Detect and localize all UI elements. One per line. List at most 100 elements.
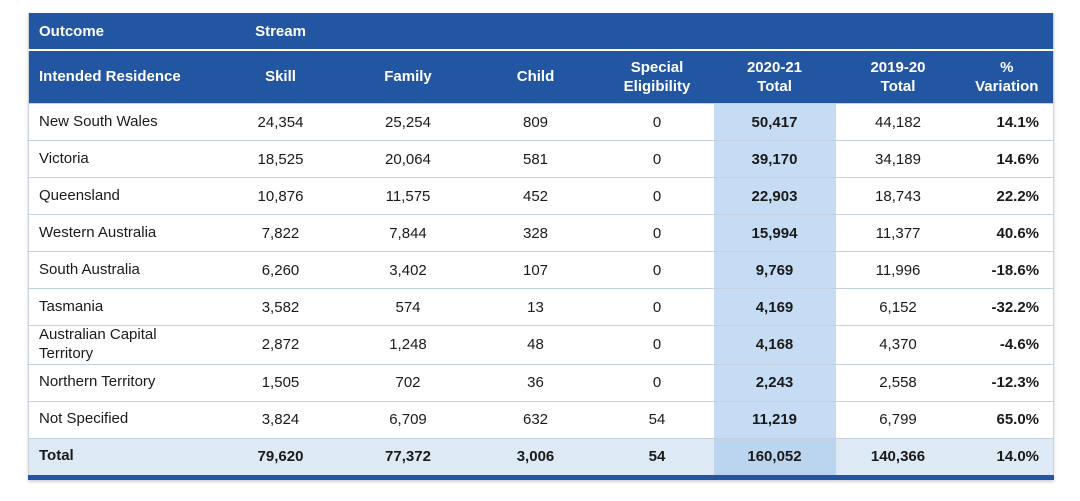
table-header: Outcome Stream Intended Residence Skill …: [28, 13, 1054, 104]
total-row: Total 79,620 77,372 3,006 54 160,052 140,366 14…: [28, 437, 1054, 477]
cell-total-2020-21: 15,994: [713, 214, 836, 252]
cell-variation: -12.3%: [960, 363, 1054, 401]
column-header-family: Family: [345, 50, 471, 104]
cell-total-2019-20: 6,152: [835, 288, 961, 326]
cell-name: Northern Territory: [28, 363, 216, 401]
cell-name: Victoria: [28, 140, 216, 178]
cell-variation: 40.6%: [960, 214, 1054, 252]
cell-special-eligibility: 0: [600, 214, 714, 252]
cell-special-eligibility: 0: [600, 288, 714, 326]
cell-special-eligibility: 0: [600, 103, 714, 141]
table-row: Victoria 18,525 20,064 581 0 39,170 34,189 14.6…: [28, 140, 1054, 178]
cell-name: South Australia: [28, 251, 216, 289]
column-header-row: Intended Residence Skill Family Child Sp…: [28, 50, 1054, 104]
cell-variation: 14.1%: [960, 103, 1054, 141]
cell-total-2020-21: 4,169: [713, 288, 836, 326]
cell-total-2019-20: 11,377: [835, 214, 961, 252]
cell-variation: 65.0%: [960, 400, 1054, 438]
cell-name: Western Australia: [28, 214, 216, 252]
cell-skill: 24,354: [215, 103, 346, 141]
cell-family: 574: [345, 288, 471, 326]
cell-name: Not Specified: [28, 400, 216, 438]
table-body: New South Wales 24,354 25,254 809 0 50,417 44,…: [28, 103, 1054, 477]
cell-total-2020-21: 50,417: [713, 103, 836, 141]
cell-total-2020-21: 22,903: [713, 177, 836, 215]
table-row: Northern Territory 1,505 702 36 0 2,243 2,558-…: [28, 363, 1054, 401]
table-row: Not Specified 3,824 6,709 632 54 11,219 6,799 6…: [28, 400, 1054, 438]
column-header-child: Child: [470, 50, 601, 104]
cell-variation: 14.6%: [960, 140, 1054, 178]
cell-family: 11,575: [345, 177, 471, 215]
cell-skill: 7,822: [215, 214, 346, 252]
cell-total-2019-20: 44,182: [835, 103, 961, 141]
cell-variation: 22.2%: [960, 177, 1054, 215]
migration-outcome-table: Outcome Stream Intended Residence Skill …: [28, 13, 1055, 480]
cell-family: 3,402: [345, 251, 471, 289]
cell-variation: -4.6%: [960, 325, 1054, 364]
cell-family: 77,372: [345, 437, 471, 477]
cell-skill: 3,824: [215, 400, 346, 438]
cell-family: 25,254: [345, 103, 471, 141]
table-row: South Australia 6,260 3,402 107 0 9,769 11,996…: [28, 251, 1054, 289]
cell-special-eligibility: 0: [600, 140, 714, 178]
cell-name: Tasmania: [28, 288, 216, 326]
column-header-2019-20-total: 2019-20 Total: [835, 50, 961, 104]
cell-special-eligibility: 0: [600, 177, 714, 215]
header-outcome: Outcome: [28, 13, 216, 51]
column-header-skill: Skill: [215, 50, 346, 104]
group-header-row: Outcome Stream: [28, 13, 1054, 51]
table-row: New South Wales 24,354 25,254 809 0 50,417 44,…: [28, 103, 1054, 141]
cell-child: 452: [470, 177, 601, 215]
cell-total-2019-20: 2,558: [835, 363, 961, 401]
cell-total-2020-21: 39,170: [713, 140, 836, 178]
cell-child: 3,006: [470, 437, 601, 477]
cell-skill: 3,582: [215, 288, 346, 326]
cell-family: 20,064: [345, 140, 471, 178]
column-header-special-eligibility: Special Eligibility: [600, 50, 714, 104]
cell-total-2019-20: 4,370: [835, 325, 961, 364]
cell-child: 809: [470, 103, 601, 141]
table-row: Western Australia 7,822 7,844 328 0 15,994 11,…: [28, 214, 1054, 252]
cell-variation: 14.0%: [960, 437, 1054, 477]
table-row: Australian Capital Territory 2,872 1,248 48…: [28, 325, 1054, 364]
cell-child: 632: [470, 400, 601, 438]
cell-special-eligibility: 54: [600, 400, 714, 438]
cell-special-eligibility: 54: [600, 437, 714, 477]
cell-child: 36: [470, 363, 601, 401]
cell-total-2020-21: 11,219: [713, 400, 836, 438]
cell-total-2020-21: 160,052: [713, 437, 836, 477]
header-stream: Stream: [215, 13, 346, 51]
cell-skill: 10,876: [215, 177, 346, 215]
cell-skill: 1,505: [215, 363, 346, 401]
table-row: Tasmania 3,582 574 13 0 4,169 6,152 -32.2%: [28, 288, 1054, 326]
cell-family: 1,248: [345, 325, 471, 364]
cell-skill: 18,525: [215, 140, 346, 178]
cell-total-2020-21: 4,168: [713, 325, 836, 364]
cell-total-2019-20: 11,996: [835, 251, 961, 289]
cell-child: 13: [470, 288, 601, 326]
cell-child: 107: [470, 251, 601, 289]
cell-total-2019-20: 140,366: [835, 437, 961, 477]
cell-family: 702: [345, 363, 471, 401]
cell-variation: -18.6%: [960, 251, 1054, 289]
cell-variation: -32.2%: [960, 288, 1054, 326]
cell-name: Queensland: [28, 177, 216, 215]
cell-name: Australian Capital Territory: [28, 325, 216, 364]
cell-child: 48: [470, 325, 601, 364]
cell-child: 328: [470, 214, 601, 252]
cell-total-2019-20: 34,189: [835, 140, 961, 178]
cell-total-2019-20: 18,743: [835, 177, 961, 215]
cell-skill: 6,260: [215, 251, 346, 289]
cell-total-2020-21: 2,243: [713, 363, 836, 401]
column-header-2020-21-total: 2020-21 Total: [713, 50, 836, 104]
cell-name: Total: [28, 437, 216, 477]
table-row: Queensland 10,876 11,575 452 0 22,903 18,743 22…: [28, 177, 1054, 215]
column-header-percent-variation: % Variation: [960, 50, 1054, 104]
cell-total-2020-21: 9,769: [713, 251, 836, 289]
cell-special-eligibility: 0: [600, 363, 714, 401]
cell-family: 7,844: [345, 214, 471, 252]
cell-child: 581: [470, 140, 601, 178]
cell-skill: 79,620: [215, 437, 346, 477]
cell-family: 6,709: [345, 400, 471, 438]
